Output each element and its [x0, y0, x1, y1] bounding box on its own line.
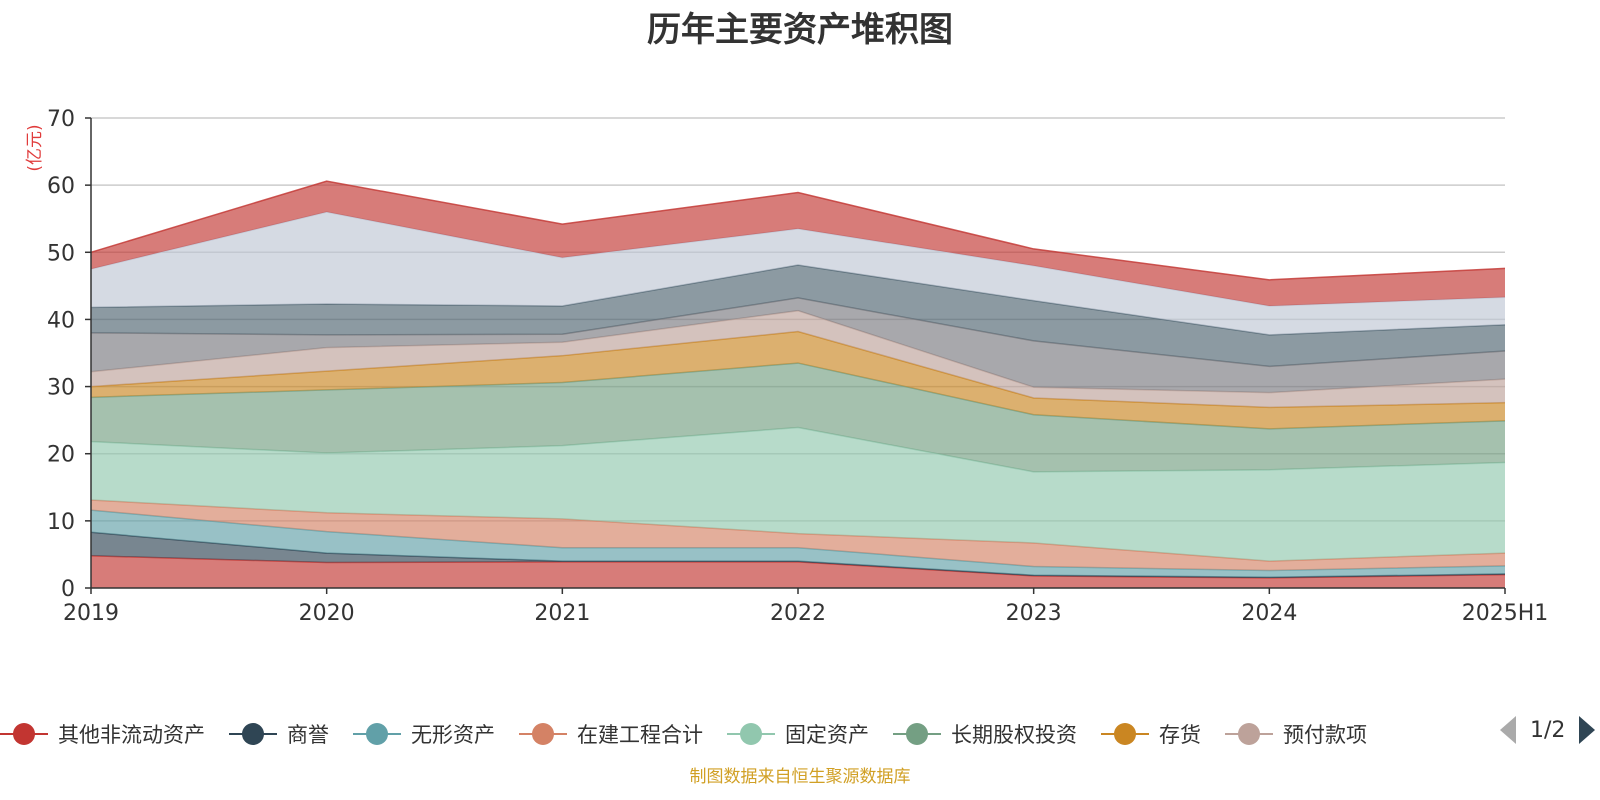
legend-label: 长期股权投资 [951, 723, 1077, 747]
x-tick-label: 2025H1 [1462, 601, 1549, 626]
legend-item-intangible[interactable]: 无形资产 [353, 719, 495, 749]
legend-label: 商誉 [287, 723, 329, 747]
y-tick-label: 0 [61, 577, 75, 602]
y-tick-label: 40 [47, 308, 75, 333]
y-tick-label: 60 [47, 174, 75, 199]
series-line-9 [90, 264, 1506, 336]
legend-item-other-noncurrent[interactable]: 其他非流动资产 [0, 719, 205, 749]
chart-title: 历年主要资产堆积图 [647, 10, 953, 50]
y-tick-label: 10 [47, 510, 75, 535]
pager-prev-icon[interactable] [1500, 716, 1516, 744]
x-tick-label: 2022 [770, 601, 826, 626]
area-series-7 [91, 310, 1505, 408]
legend-item-equity-investment[interactable]: 长期股权投资 [893, 719, 1077, 749]
legend-item-prepayments[interactable]: 预付款项 [1225, 719, 1367, 749]
x-tick-label: 2020 [299, 601, 355, 626]
legend-marker-icon [0, 722, 48, 746]
area-series-8 [91, 297, 1505, 393]
y-tick-label: 50 [47, 241, 75, 266]
legend-item-construction[interactable]: 在建工程合计 [519, 719, 703, 749]
area-series-0 [91, 555, 1505, 588]
source-note: 制图数据来自恒生聚源数据库 [689, 767, 911, 787]
area-series-11 [91, 181, 1505, 306]
pager-text: 1/2 [1530, 717, 1566, 743]
stacked-area-chart: 0 10 20 30 40 50 60 70 2019 2020 2021 2022 2023 2024 2… [47, 107, 1548, 626]
legend-item-goodwill[interactable]: 商誉 [229, 719, 329, 749]
area-series-4 [91, 427, 1505, 562]
legend-label: 预付款项 [1283, 723, 1367, 747]
legend-marker-icon [1225, 722, 1273, 746]
area-series-layer [90, 180, 1506, 588]
series-line-4 [90, 426, 1506, 473]
x-tick-label: 2024 [1241, 601, 1297, 626]
legend-marker-icon [1101, 722, 1149, 746]
legend-item-fixed-assets[interactable]: 固定资产 [727, 719, 869, 749]
legend-pager: 1/2 [1500, 716, 1596, 744]
legend-item-inventory[interactable]: 存货 [1101, 719, 1201, 749]
legend: 其他非流动资产 商誉 无形资产 在建工程合计 固定资产 长期股权投资 存货 预付… [0, 712, 1391, 756]
x-tick-label: 2021 [534, 601, 590, 626]
legend-label: 固定资产 [785, 723, 869, 747]
legend-marker-icon [893, 722, 941, 746]
series-line-11 [90, 180, 1506, 281]
y-tick-label: 30 [47, 376, 75, 401]
legend-label: 无形资产 [411, 723, 495, 747]
y-tick-label: 20 [47, 443, 75, 468]
legend-label: 其他非流动资产 [58, 723, 205, 747]
x-tick-label: 2019 [63, 601, 119, 626]
x-tick-label: 2023 [1006, 601, 1062, 626]
legend-marker-icon [353, 722, 401, 746]
area-series-9 [91, 265, 1505, 367]
y-tick-label: 70 [47, 107, 75, 132]
legend-label: 在建工程合计 [577, 723, 703, 747]
area-series-3 [91, 500, 1505, 571]
area-series-10 [91, 212, 1505, 335]
area-series-5 [91, 363, 1505, 472]
axes: 0 10 20 30 40 50 60 70 2019 2020 2021 2022 2023 2024 2… [47, 107, 1548, 626]
legend-marker-icon [229, 722, 277, 746]
area-series-6 [91, 331, 1505, 429]
pager-next-icon[interactable] [1579, 716, 1596, 744]
area-series-2 [91, 510, 1505, 578]
legend-marker-icon [519, 722, 567, 746]
legend-label: 存货 [1159, 723, 1201, 747]
legend-marker-icon [727, 722, 775, 746]
